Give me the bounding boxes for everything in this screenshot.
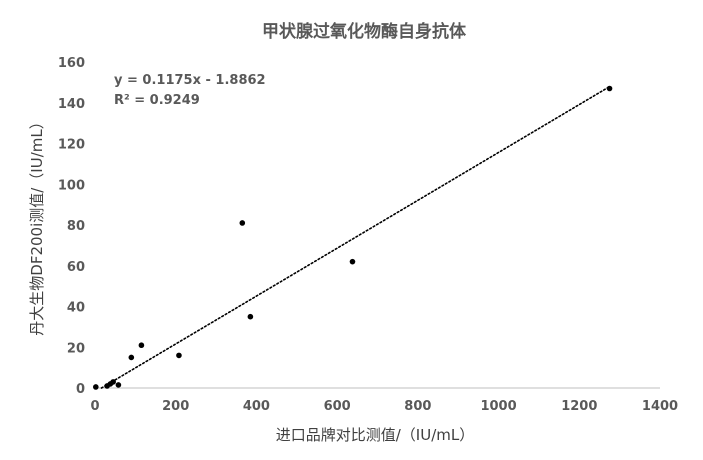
y-tick-label: 120 <box>58 138 85 153</box>
trendline-layer <box>100 85 611 389</box>
x-tick-label: 400 <box>243 399 270 414</box>
data-point <box>247 313 254 320</box>
chart-title: 甲状腺过氧化物酶自身抗体 <box>262 21 467 42</box>
r-squared-label: R² = 0.9249 <box>114 93 200 108</box>
data-point <box>349 258 356 265</box>
y-tick-label: 60 <box>67 260 85 275</box>
x-tick-label: 1000 <box>480 399 516 414</box>
y-tick-label: 140 <box>58 97 85 112</box>
x-tick-label: 200 <box>162 399 189 414</box>
y-axis-label: 丹大生物DF200i测值/（IU/mL） <box>28 114 46 335</box>
x-tick-label: 1200 <box>561 399 597 414</box>
data-point <box>128 354 135 361</box>
x-tick-label: 600 <box>324 399 351 414</box>
y-tick-label: 100 <box>58 178 85 193</box>
data-point <box>138 342 145 349</box>
y-tick-label: 0 <box>76 382 85 397</box>
data-points <box>93 85 613 390</box>
data-point <box>606 85 613 92</box>
x-axis-label: 进口品牌对比测值/（IU/mL） <box>276 426 474 444</box>
data-point <box>115 382 122 388</box>
x-tick-label: 0 <box>90 399 99 414</box>
y-tick-labels: 0 20 40 60 80 100 120 140 160 <box>58 56 85 397</box>
y-tick-label: 80 <box>67 219 85 234</box>
data-point <box>239 220 246 226</box>
data-point <box>93 384 99 390</box>
x-tick-label: 800 <box>404 399 431 414</box>
trendline <box>100 85 611 389</box>
x-tick-labels: 0 200 400 600 800 1000 1200 1400 <box>90 399 678 414</box>
data-point <box>110 379 116 385</box>
y-tick-label: 40 <box>67 301 85 316</box>
y-tick-label: 20 <box>67 341 85 356</box>
data-point <box>176 352 182 359</box>
x-tick-label: 1400 <box>642 399 678 414</box>
trendline-equation: y = 0.1175x - 1.8862 <box>114 73 266 88</box>
y-tick-label: 160 <box>58 56 85 71</box>
